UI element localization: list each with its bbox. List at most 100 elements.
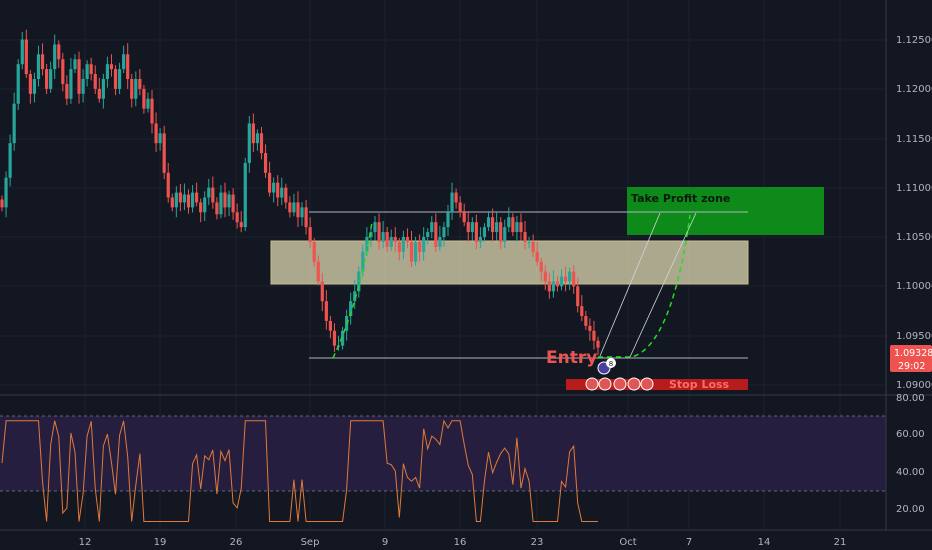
candle-body bbox=[438, 237, 442, 247]
rsi-axis[interactable]: 80.00 60.00 40.00 20.00 bbox=[896, 393, 925, 515]
take-profit-zone[interactable] bbox=[627, 187, 824, 235]
candle-body bbox=[259, 133, 264, 154]
candle-body bbox=[539, 261, 543, 272]
candle-body bbox=[418, 241, 422, 252]
candle-body bbox=[195, 192, 199, 203]
candle-body bbox=[36, 54, 41, 79]
candle-body bbox=[466, 222, 470, 233]
candle-body bbox=[162, 133, 166, 173]
candle-body bbox=[430, 222, 434, 233]
projection-curve-2 bbox=[598, 214, 691, 358]
candle-body bbox=[454, 192, 458, 203]
event-marker[interactable] bbox=[613, 377, 627, 391]
candle-body bbox=[61, 59, 65, 84]
candle-body bbox=[434, 222, 438, 247]
candle-body bbox=[239, 222, 243, 228]
candle-body bbox=[592, 330, 596, 341]
candle-body bbox=[312, 241, 316, 262]
candle-body bbox=[288, 202, 292, 213]
candle-body bbox=[267, 172, 272, 193]
time-tick: 16 bbox=[454, 537, 467, 548]
price-axis[interactable]: 1.12500 1.12000 1.11500 1.11000 1.10500 … bbox=[896, 35, 932, 391]
event-markers[interactable]: 8 bbox=[585, 358, 654, 391]
candle-body bbox=[122, 54, 126, 70]
candle-body bbox=[186, 194, 191, 208]
candle-body bbox=[126, 54, 130, 79]
candle-body bbox=[369, 232, 373, 237]
candle-body bbox=[150, 98, 154, 124]
candle-body bbox=[515, 222, 519, 233]
event-marker[interactable] bbox=[640, 377, 654, 391]
candle-body bbox=[470, 222, 474, 233]
candle-body bbox=[44, 69, 49, 89]
candle-body bbox=[349, 301, 353, 316]
event-marker[interactable] bbox=[627, 377, 641, 391]
candle-body bbox=[511, 217, 515, 233]
candle-body bbox=[576, 286, 580, 307]
candle-body bbox=[223, 192, 227, 208]
candle-body bbox=[251, 123, 255, 144]
candle-body bbox=[89, 64, 93, 75]
candle-body bbox=[486, 217, 491, 228]
candle-body bbox=[73, 59, 77, 70]
candle-body bbox=[97, 88, 101, 99]
time-tick: 9 bbox=[382, 537, 388, 548]
candle-body bbox=[304, 207, 308, 228]
candle-body bbox=[40, 54, 45, 70]
candle-body bbox=[154, 123, 158, 144]
candle-body bbox=[385, 232, 389, 247]
candle-body bbox=[332, 330, 337, 346]
event-count-bubble bbox=[606, 358, 616, 368]
candle-body bbox=[178, 192, 182, 203]
candle-body bbox=[0, 199, 4, 208]
time-tick: 23 bbox=[531, 537, 544, 548]
candle-body bbox=[16, 64, 20, 104]
candle-body bbox=[117, 69, 122, 89]
candle-body bbox=[276, 182, 280, 198]
time-tick: 14 bbox=[758, 537, 771, 548]
candle-body bbox=[166, 172, 170, 198]
candle-body bbox=[32, 79, 37, 94]
stop-loss-zone[interactable] bbox=[566, 379, 748, 390]
candle-body bbox=[142, 88, 146, 109]
trend-line-1 bbox=[599, 212, 661, 357]
time-tick: Oct bbox=[619, 537, 636, 548]
candle-body bbox=[426, 232, 430, 237]
candle-body bbox=[377, 222, 381, 242]
candle-body bbox=[113, 69, 118, 89]
candle-body bbox=[243, 162, 247, 228]
candle-body bbox=[446, 212, 450, 228]
candle-body bbox=[584, 316, 588, 326]
price-tick: 1.10500 bbox=[896, 232, 932, 243]
candle-body bbox=[572, 271, 576, 287]
candle-body bbox=[247, 123, 251, 163]
rsi-tick: 20.00 bbox=[896, 504, 925, 515]
candle-body bbox=[158, 133, 162, 144]
candle-body bbox=[81, 79, 85, 94]
supply-zone[interactable] bbox=[270, 240, 749, 285]
candle-body bbox=[101, 79, 105, 99]
time-tick: 26 bbox=[230, 537, 243, 548]
candle-body bbox=[296, 202, 300, 218]
candles bbox=[0, 29, 600, 356]
candle-body bbox=[146, 98, 150, 109]
projection-curve-1 bbox=[332, 221, 373, 359]
price-tick: 1.09000 bbox=[896, 380, 932, 391]
time-axis[interactable]: 12 19 26 Sep 9 16 23 Oct 7 14 21 bbox=[79, 537, 847, 548]
candle-body bbox=[373, 222, 377, 233]
entry-label: Entry bbox=[546, 348, 597, 368]
event-marker[interactable] bbox=[585, 377, 599, 391]
candle-body bbox=[401, 237, 405, 252]
candle-body bbox=[568, 271, 572, 282]
candle-body bbox=[77, 59, 81, 94]
candle-body bbox=[389, 237, 393, 247]
candle-body bbox=[138, 79, 142, 89]
candle-body bbox=[458, 202, 462, 213]
candle-body bbox=[130, 79, 134, 99]
time-tick: 21 bbox=[834, 537, 847, 548]
event-marker[interactable] bbox=[598, 377, 612, 391]
rsi-tick: 80.00 bbox=[896, 393, 925, 404]
candle-body bbox=[503, 227, 507, 242]
candle-body bbox=[499, 222, 503, 242]
